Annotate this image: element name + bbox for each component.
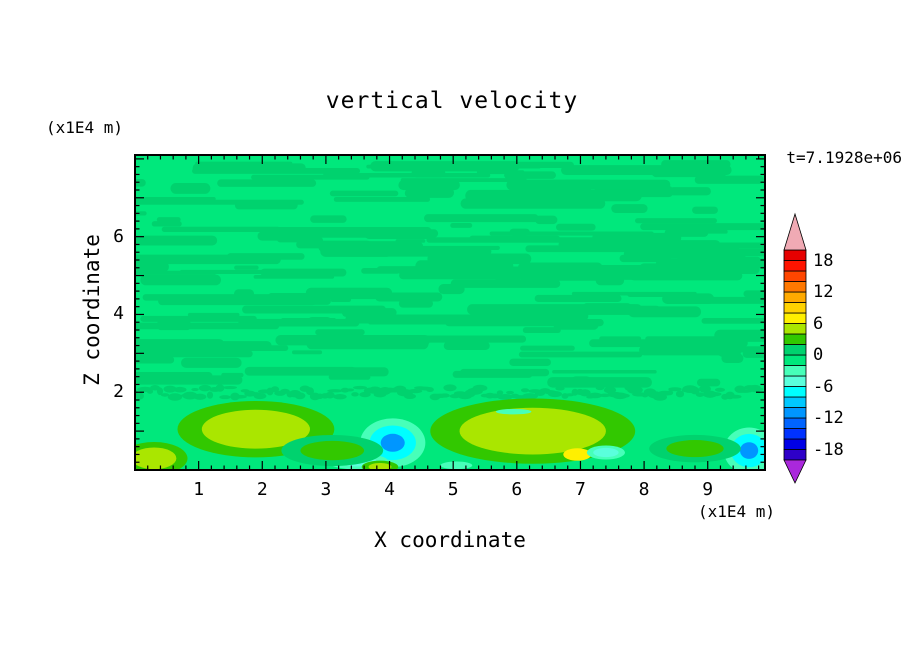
feature-aqua-streak-x5.95	[495, 408, 532, 415]
feature-downdraft-x4	[380, 433, 405, 452]
colorbar-over-arrow	[783, 212, 807, 251]
colorbar-under-arrow	[783, 459, 807, 484]
z-axis-units-label: (x1E4 m)	[46, 118, 124, 137]
colorbar	[783, 212, 807, 484]
feature-yellow-spot	[563, 448, 592, 461]
feature-updraft-bottom-left	[135, 447, 177, 470]
feature-aqua-patch-x5.1	[440, 461, 473, 470]
time-annotation: t=7.1928e+06	[786, 148, 902, 167]
feature-updraft-bottom-x3.85	[368, 463, 392, 470]
feature-green-blob-x8.8	[666, 440, 724, 458]
x-axis-units-label: (x1E4 m)	[697, 502, 775, 521]
feature-updraft-center	[459, 407, 606, 455]
x-axis-title: X coordinate	[374, 528, 526, 552]
feature-green-blob-x3.1	[300, 440, 365, 461]
plot-title: vertical velocity	[325, 88, 579, 114]
contour-field	[135, 155, 765, 470]
plot-frame	[134, 154, 766, 471]
z-axis-title: Z coordinate	[80, 234, 104, 386]
feature-downdraft-right-edge	[739, 442, 759, 459]
feature-aqua-patch-x7.4	[593, 447, 619, 458]
axis-ticks	[135, 155, 765, 470]
feature-updraft-left	[201, 409, 310, 449]
